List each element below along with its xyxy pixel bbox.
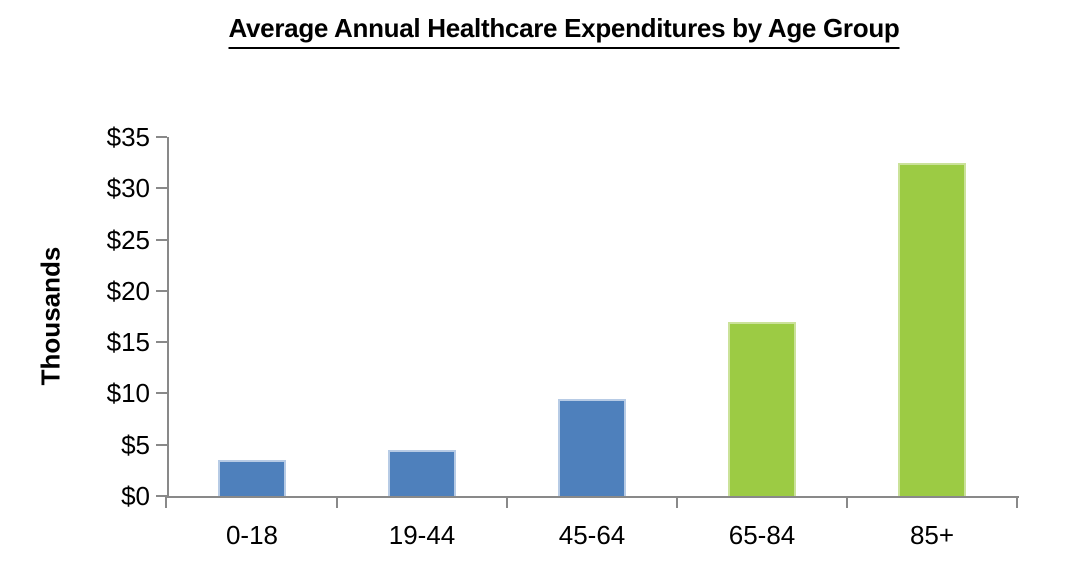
y-tick-label: $0 bbox=[121, 481, 150, 511]
y-tick-label: $35 bbox=[106, 122, 150, 152]
x-tick-label: 0-18 bbox=[225, 520, 279, 550]
y-tick-mark bbox=[156, 341, 167, 344]
y-tick-label: $25 bbox=[106, 224, 150, 255]
plot-area bbox=[167, 137, 1019, 498]
x-tick-mark bbox=[1016, 496, 1018, 508]
x-tick-label: 85+ bbox=[909, 520, 955, 550]
x-tick-mark bbox=[676, 496, 678, 508]
y-tick-mark bbox=[156, 136, 167, 138]
y-tick-mark bbox=[156, 495, 167, 497]
y-tick-mark bbox=[156, 187, 167, 190]
y-tick-mark bbox=[156, 392, 167, 395]
bar-0-18 bbox=[218, 460, 286, 496]
y-tick-label: $5 bbox=[121, 429, 150, 460]
y-tick-label: $15 bbox=[106, 327, 150, 358]
bar-65-84 bbox=[728, 321, 796, 496]
y-tick-mark bbox=[156, 238, 167, 241]
bar-45-64 bbox=[558, 398, 626, 496]
y-tick-label: $20 bbox=[106, 275, 150, 306]
x-tick-label: 19-44 bbox=[388, 520, 456, 550]
y-tick-mark bbox=[156, 443, 167, 446]
bar-85+ bbox=[898, 162, 966, 496]
y-tick-mark bbox=[156, 289, 167, 292]
x-tick-mark bbox=[506, 496, 508, 508]
x-tick-label: 65-84 bbox=[728, 520, 796, 550]
x-tick-mark bbox=[336, 496, 338, 508]
chart-title: Average Annual Healthcare Expenditures b… bbox=[228, 13, 900, 49]
x-tick-mark bbox=[846, 496, 848, 508]
bar-19-44 bbox=[388, 449, 456, 496]
x-tick-mark bbox=[165, 496, 167, 508]
y-tick-label: $30 bbox=[106, 173, 150, 204]
y-axis-title: Thousands bbox=[35, 246, 66, 386]
x-tick-label: 45-64 bbox=[558, 520, 626, 550]
y-tick-label: $10 bbox=[106, 378, 150, 409]
